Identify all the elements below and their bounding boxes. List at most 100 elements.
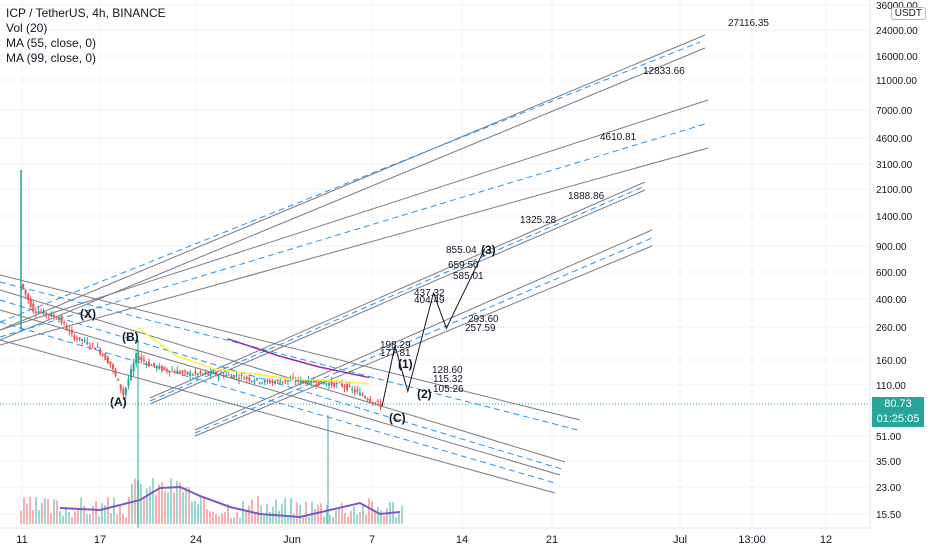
volume-bar bbox=[56, 500, 58, 524]
candle-body bbox=[256, 378, 259, 380]
price-tick-label: 900.00 bbox=[876, 242, 907, 253]
candle-body bbox=[127, 379, 130, 387]
wave-label: (C) bbox=[389, 411, 406, 425]
price-tick-label: 3100.00 bbox=[876, 160, 913, 171]
candle-body bbox=[112, 364, 115, 370]
candle-body bbox=[176, 370, 179, 374]
candle-body bbox=[333, 382, 336, 387]
volume-indicator-label[interactable]: Vol (20) bbox=[6, 21, 48, 35]
volume-bar bbox=[152, 478, 154, 524]
volume-bar bbox=[284, 497, 286, 524]
wave-projection bbox=[381, 248, 486, 407]
volume-bar bbox=[20, 510, 22, 524]
bar-countdown-label: 01:25:05 bbox=[872, 412, 924, 427]
volume-bar bbox=[59, 511, 61, 524]
candle-body bbox=[178, 371, 181, 374]
candle-body bbox=[186, 371, 189, 375]
time-tick-label: 17 bbox=[94, 534, 106, 546]
chart-legend: ICP / TetherUS, 4h, BINANCE Vol (20) MA … bbox=[6, 6, 166, 66]
symbol-title[interactable]: ICP / TetherUS, 4h, BINANCE bbox=[6, 6, 166, 20]
volume-bar bbox=[131, 483, 133, 524]
candle-body bbox=[52, 315, 55, 317]
price-tick-label: 36000.00 bbox=[876, 1, 918, 12]
volume-bar bbox=[77, 508, 79, 524]
candle-body bbox=[50, 313, 53, 317]
volume-bar bbox=[317, 504, 319, 524]
volume-bar bbox=[83, 505, 85, 524]
candle-body bbox=[78, 337, 81, 340]
volume-bar bbox=[212, 511, 214, 524]
candle-body bbox=[207, 373, 210, 375]
volume-bar bbox=[380, 510, 382, 524]
candle-body bbox=[37, 311, 40, 313]
wave-label: (1) bbox=[398, 357, 413, 371]
candle-body bbox=[250, 380, 253, 382]
candle-body bbox=[312, 380, 315, 383]
candle-body bbox=[168, 370, 171, 373]
volume-bar bbox=[281, 503, 283, 524]
ma55-indicator-label[interactable]: MA (55, close, 0) bbox=[6, 36, 97, 50]
volume-bar bbox=[170, 478, 172, 524]
volume-bar bbox=[248, 505, 250, 524]
candle-body bbox=[325, 383, 328, 385]
volume-bar bbox=[386, 508, 388, 524]
price-tick-label: 600.00 bbox=[876, 268, 907, 279]
volume-bar bbox=[185, 487, 187, 524]
candle-body bbox=[322, 382, 325, 385]
candle-body bbox=[150, 365, 153, 367]
candle-body bbox=[364, 396, 367, 399]
candle-body bbox=[24, 289, 27, 295]
candle-body bbox=[29, 298, 32, 307]
volume-bar bbox=[146, 488, 148, 524]
candle-body bbox=[60, 315, 63, 323]
price-tick-label: 35.00 bbox=[876, 457, 901, 468]
candle-body bbox=[202, 373, 205, 375]
volume-bar bbox=[269, 511, 271, 524]
candle-body bbox=[335, 383, 338, 385]
volume-bar bbox=[203, 497, 205, 524]
candle-body bbox=[119, 384, 122, 390]
candle-body bbox=[173, 371, 176, 373]
candle-body bbox=[302, 380, 305, 382]
candle-body bbox=[343, 385, 346, 388]
volume-bar bbox=[119, 506, 121, 524]
candle-body bbox=[137, 356, 140, 360]
volume-bar bbox=[35, 497, 37, 524]
volume-bar bbox=[71, 517, 73, 524]
candle-body bbox=[124, 387, 127, 395]
volume-bar bbox=[206, 509, 208, 524]
channel-dashed-line bbox=[0, 41, 701, 323]
candle-body bbox=[279, 381, 282, 384]
candle-body bbox=[184, 370, 187, 372]
candle-body bbox=[73, 335, 76, 340]
candle-body bbox=[217, 375, 220, 377]
volume-bar bbox=[341, 502, 343, 524]
volume-bar bbox=[65, 506, 67, 524]
volume-bar bbox=[395, 517, 397, 524]
target-price-label: 404.49 bbox=[414, 295, 445, 306]
candle-body bbox=[328, 383, 331, 386]
ma99-indicator-label[interactable]: MA (99, close, 0) bbox=[6, 51, 97, 65]
candle-body bbox=[135, 353, 138, 364]
candle-body bbox=[204, 372, 207, 374]
candle-body bbox=[261, 382, 264, 384]
volume-bar bbox=[179, 482, 181, 524]
volume-bar bbox=[293, 513, 295, 524]
candle-body bbox=[63, 322, 66, 324]
price-tick-label: 15.50 bbox=[876, 510, 901, 521]
candle-body bbox=[294, 381, 297, 383]
volume-bar bbox=[239, 517, 241, 524]
time-tick-label: 11 bbox=[16, 534, 27, 546]
candle-body bbox=[83, 339, 86, 341]
candle-body bbox=[227, 374, 230, 376]
currency-badge[interactable]: USDT bbox=[890, 7, 926, 20]
candle-body bbox=[163, 366, 166, 370]
wave-label: (2) bbox=[417, 387, 432, 401]
volume-bar bbox=[320, 503, 322, 524]
volume-bar bbox=[116, 514, 118, 524]
volume-bar bbox=[215, 514, 217, 524]
volume-bar bbox=[263, 515, 265, 524]
price-tick-label: 16000.00 bbox=[876, 52, 918, 63]
volume-bar bbox=[122, 513, 124, 524]
